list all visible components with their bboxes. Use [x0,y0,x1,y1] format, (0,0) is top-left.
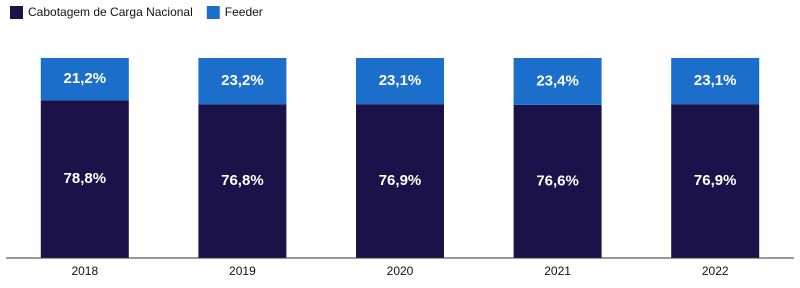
data-label: 23,4% [536,72,579,89]
legend-swatch [10,6,23,19]
bar-segment [40,100,129,259]
bar-segment [513,104,602,258]
legend-label: Feeder [225,5,263,19]
x-tick-label: 2020 [387,264,414,278]
data-label: 21,2% [64,70,107,87]
legend-swatch [206,6,220,19]
data-label: 78,8% [64,170,107,187]
data-label: 76,6% [536,172,579,189]
bar-segment [356,104,444,258]
data-label: 23,2% [221,72,264,89]
data-label: 76,8% [221,172,264,189]
bar-segment [356,58,444,105]
bar-segment [671,58,760,105]
bar-segment [513,58,602,105]
x-tick-label: 2022 [702,264,729,278]
data-label: 76,9% [694,172,737,189]
x-tick-label: 2021 [544,264,571,278]
bar-segment [198,104,287,259]
bar-segment [671,104,760,258]
legend-label: Cabotagem de Carga Nacional [28,5,193,19]
data-label: 23,1% [694,72,737,89]
data-label: 23,1% [379,72,422,89]
bar-segment [40,58,129,101]
bar-segment [198,58,287,105]
data-label: 76,9% [379,172,422,189]
x-tick-label: 2018 [71,264,98,278]
x-tick-label: 2019 [229,264,256,278]
